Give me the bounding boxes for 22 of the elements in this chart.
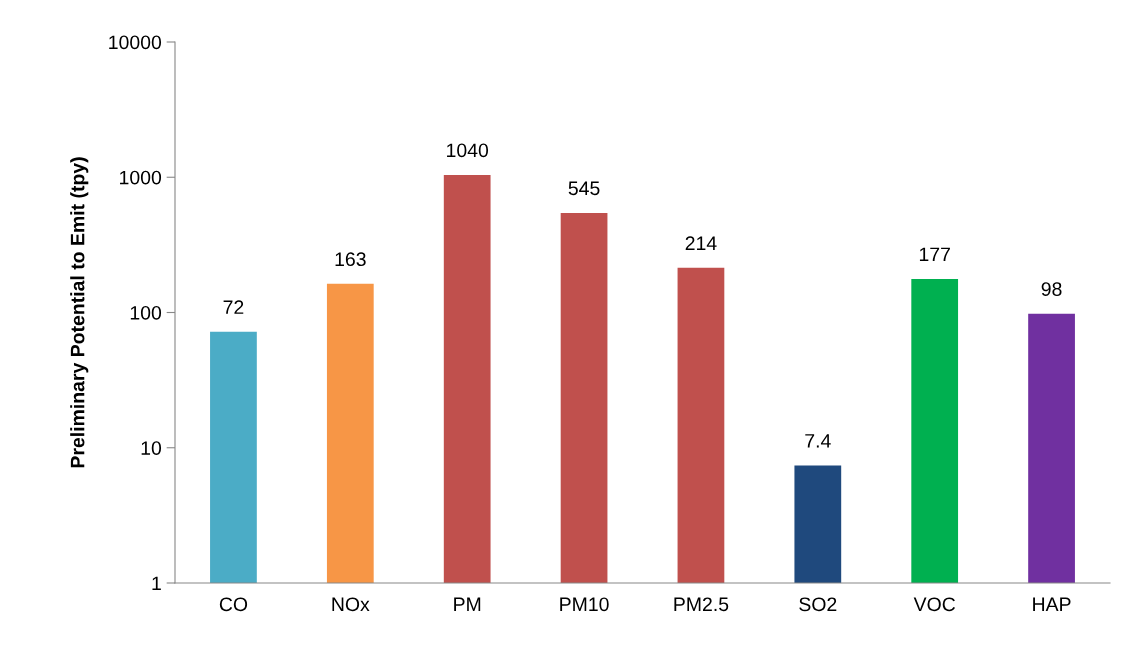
y-tick-label: 1000 <box>120 170 162 185</box>
x-tick-label: CO <box>219 597 248 612</box>
data-label: 72 <box>223 300 244 314</box>
data-label: 7.4 <box>805 434 831 448</box>
x-tick-label: PM2.5 <box>674 597 729 612</box>
y-tick-label: 1 <box>152 576 161 591</box>
x-tick-label: HAP <box>1033 597 1071 611</box>
data-label: 177 <box>919 247 950 262</box>
data-label: 163 <box>335 252 366 267</box>
y-tick-label: 10 <box>141 441 162 455</box>
data-label: 1040 <box>447 143 489 158</box>
x-tick-label: NOx <box>332 597 370 612</box>
data-label: 214 <box>685 236 717 250</box>
data-label: 545 <box>568 181 600 196</box>
data-label: 98 <box>1041 282 1062 296</box>
y-tick-label: 100 <box>130 305 162 320</box>
x-tick-label: VOC <box>913 597 956 612</box>
y-axis-title: Preliminary Potential to Emit (tpy) <box>70 157 89 468</box>
x-tick-label: PM <box>454 597 481 611</box>
y-tick-label: 10000 <box>109 35 162 50</box>
x-tick-label: PM10 <box>560 597 609 612</box>
x-tick-label: SO2 <box>799 597 837 612</box>
